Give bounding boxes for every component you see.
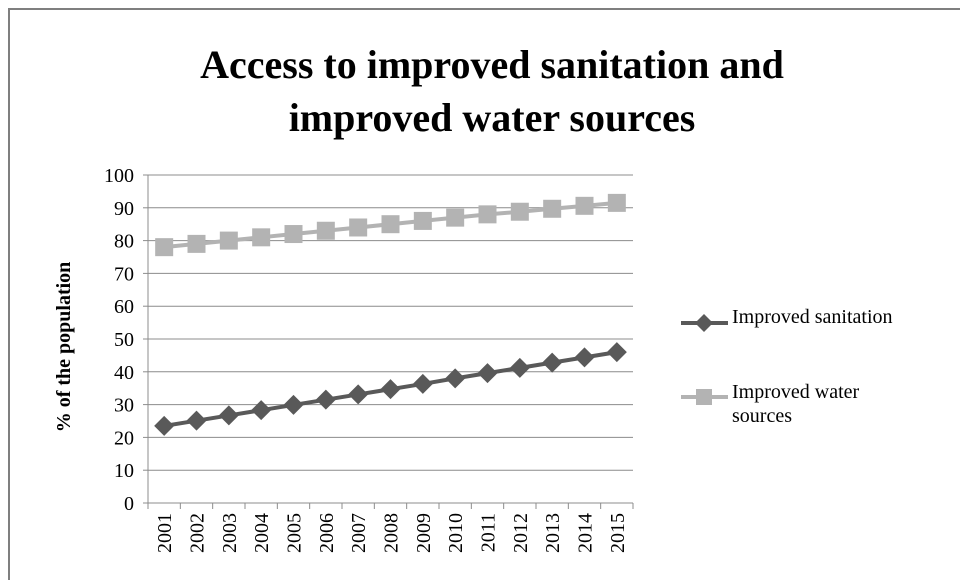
x-tick-label-2006: 2006: [316, 513, 338, 553]
x-tick-label-2011: 2011: [478, 513, 500, 552]
gridlines: [148, 174, 633, 471]
series-group: [154, 193, 627, 436]
y-tick-label-10: 10: [114, 460, 134, 482]
point-sanitation-2009: [412, 373, 433, 394]
y-tick-label-50: 50: [114, 329, 134, 351]
point-water-2015: [607, 193, 626, 212]
legend-marker-water: [696, 389, 712, 405]
x-tick-label-2008: 2008: [381, 513, 403, 553]
x-tick-label-2015: 2015: [607, 513, 629, 553]
x-tick-label-2007: 2007: [348, 513, 370, 553]
y-tick-label-20: 20: [114, 427, 134, 449]
point-water-2002: [187, 234, 206, 253]
y-tick-label-100: 100: [104, 165, 134, 187]
point-water-2013: [543, 199, 562, 218]
point-sanitation-2014: [574, 347, 595, 368]
point-water-2010: [446, 208, 465, 227]
y-tick-label-80: 80: [114, 231, 134, 253]
chart-frame: Access to improved sanitation and improv…: [8, 8, 960, 580]
x-tick-label-2009: 2009: [413, 513, 435, 553]
point-water-2011: [478, 205, 497, 224]
y-tick-label-70: 70: [114, 263, 134, 285]
x-tick-label-2002: 2002: [187, 513, 209, 553]
x-tick-label-2004: 2004: [251, 513, 273, 553]
axes: [143, 174, 634, 509]
point-sanitation-2012: [509, 357, 530, 378]
point-sanitation-2015: [606, 342, 627, 363]
y-tick-label-90: 90: [114, 198, 134, 220]
point-sanitation-2010: [445, 368, 466, 389]
point-sanitation-2006: [315, 389, 336, 410]
point-water-2006: [316, 221, 335, 240]
point-water-2009: [413, 211, 432, 230]
y-tick-label-60: 60: [114, 296, 134, 318]
chart-canvas: Access to improved sanitation and improv…: [53, 42, 893, 553]
point-water-2001: [155, 238, 174, 257]
point-water-2007: [349, 218, 368, 237]
y-axis-title: % of the population: [53, 262, 75, 433]
point-water-2014: [575, 196, 594, 215]
point-sanitation-2007: [348, 384, 369, 405]
chart-title-line-2: improved water sources: [289, 95, 696, 140]
y-tick-label-0: 0: [124, 493, 134, 515]
legend-marker-sanitation: [695, 314, 713, 332]
point-water-2005: [284, 225, 303, 244]
x-tick-label-2010: 2010: [445, 513, 467, 553]
x-tick-label-2013: 2013: [542, 513, 564, 553]
point-water-2012: [510, 202, 529, 221]
x-tick-label-2005: 2005: [284, 513, 306, 553]
x-tick-label-2014: 2014: [575, 513, 597, 553]
legend-label-sanitation: Improved sanitation: [732, 306, 893, 328]
point-water-2003: [219, 231, 238, 250]
legend-label-water-line-1: Improved water: [732, 381, 860, 403]
y-tick-label-40: 40: [114, 362, 134, 384]
chart-title: Access to improved sanitation and improv…: [200, 42, 784, 140]
point-sanitation-2003: [218, 405, 239, 426]
x-tick-label-2001: 2001: [154, 513, 176, 553]
legend-label-water-line-2: sources: [732, 405, 792, 427]
point-sanitation-2011: [477, 363, 498, 384]
point-water-2008: [381, 215, 400, 234]
point-water-2004: [252, 228, 271, 247]
x-tick-label-2003: 2003: [219, 513, 241, 553]
x-axis-ticks: 2001 2002 2003 2004 2005 2006 2007 2008 2009 2010…: [154, 513, 629, 553]
legend: Improved sanitation Improved water sourc…: [681, 306, 893, 427]
chart-title-line-1: Access to improved sanitation and: [200, 42, 784, 87]
y-tick-label-30: 30: [114, 395, 134, 417]
point-sanitation-2002: [186, 410, 207, 431]
point-sanitation-2001: [154, 415, 175, 436]
x-tick-label-2012: 2012: [510, 513, 532, 553]
point-sanitation-2005: [283, 394, 304, 415]
point-sanitation-2013: [542, 352, 563, 373]
y-axis-ticks: 0 10 20 30 40 50 60 70 80 90 100: [104, 165, 134, 515]
point-sanitation-2004: [251, 400, 272, 421]
point-sanitation-2008: [380, 379, 401, 400]
